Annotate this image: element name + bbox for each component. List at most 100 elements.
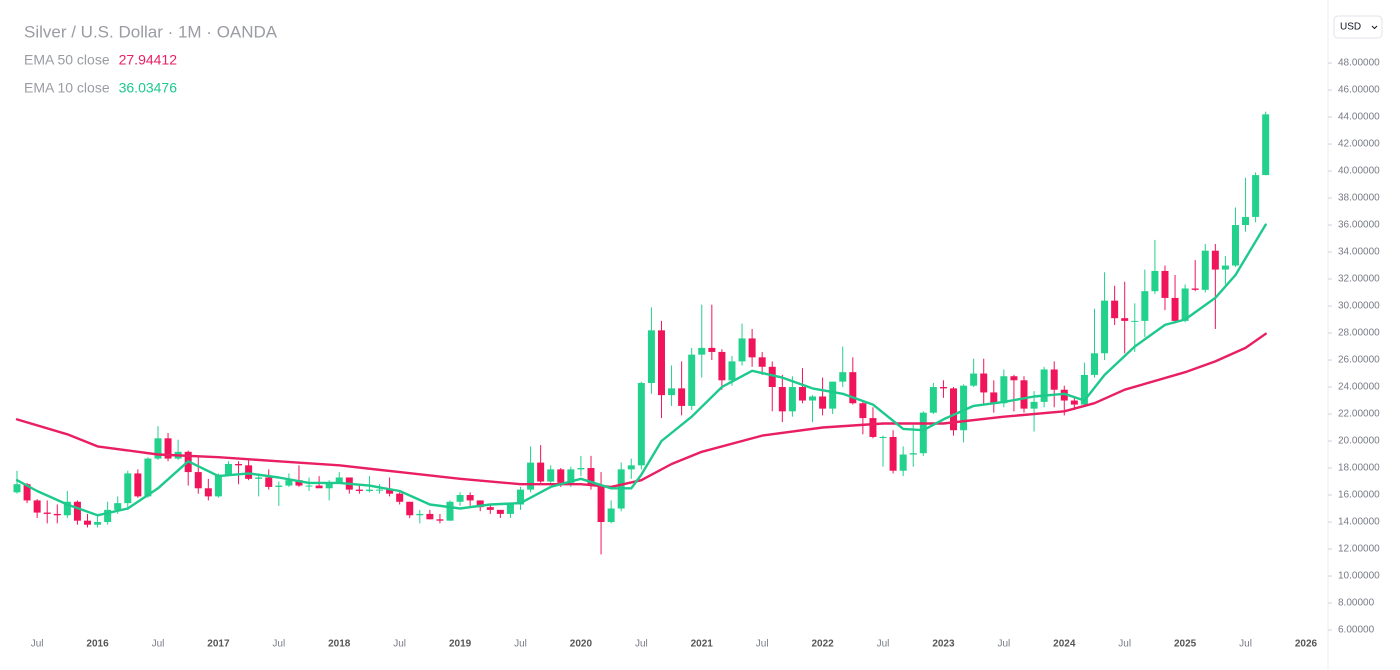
candle-body	[708, 347, 716, 352]
candle-body	[335, 477, 343, 483]
y-tick-label: 38.00000	[1338, 193, 1380, 204]
candle-body	[567, 469, 575, 483]
x-tick-label: Jul	[31, 639, 44, 650]
candle-body	[1090, 353, 1098, 375]
candle-body	[768, 366, 776, 388]
x-tick-label: 2020	[570, 639, 593, 650]
candle-body	[285, 480, 293, 486]
x-tick-label: Jul	[272, 639, 285, 650]
x-tick-label: Jul	[514, 639, 527, 650]
candle-body	[1060, 389, 1068, 401]
candle-body	[1191, 288, 1199, 290]
candle-body	[657, 330, 665, 396]
dropdown-chevron[interactable]	[1371, 25, 1378, 30]
x-tick-label: Jul	[997, 639, 1010, 650]
ema-line	[15, 223, 1267, 517]
candle-body	[386, 489, 394, 494]
y-tick-label: 6.00000	[1338, 625, 1375, 636]
candle-body	[466, 495, 474, 501]
candle-body	[315, 485, 323, 489]
candle-body	[224, 463, 232, 475]
candle-body	[1171, 297, 1179, 321]
candle-body	[53, 513, 61, 516]
x-tick-label: 2024	[1053, 639, 1076, 650]
candle-body	[879, 436, 887, 438]
candle-body	[929, 387, 937, 413]
candle-body	[295, 480, 303, 486]
candle-body	[1231, 225, 1239, 266]
candle-body	[406, 501, 414, 516]
candle-body	[547, 469, 555, 482]
x-tick-label: 2022	[811, 639, 834, 650]
candle-body	[1020, 380, 1028, 409]
candle-body	[13, 484, 21, 493]
ema-line	[15, 332, 1267, 489]
candle-body	[1181, 288, 1189, 321]
candle-body	[446, 501, 454, 521]
y-tick-label: 26.00000	[1338, 355, 1380, 366]
candle-body	[73, 501, 81, 521]
y-tick-label: 42.00000	[1338, 139, 1380, 150]
y-tick-label: 32.00000	[1338, 274, 1380, 285]
candle-body	[104, 509, 112, 523]
candle-body	[1252, 175, 1260, 217]
candle-body	[839, 372, 847, 382]
candle-body	[365, 489, 373, 491]
y-tick-label: 18.00000	[1338, 463, 1380, 474]
candle-body	[325, 482, 333, 489]
y-tick-label: 10.00000	[1338, 571, 1380, 582]
candle-body	[214, 474, 222, 497]
candle-body	[668, 388, 676, 396]
y-tick-label: 20.00000	[1338, 436, 1380, 447]
dropdown-box[interactable]	[1333, 15, 1383, 39]
y-tick-label: 34.00000	[1338, 247, 1380, 258]
candle-body	[577, 468, 585, 470]
candle-body	[919, 412, 927, 454]
candle-body	[778, 387, 786, 412]
x-tick-label: 2016	[86, 639, 109, 650]
legend-value: 36.03476	[119, 80, 178, 96]
candle-body	[637, 382, 645, 466]
candle-body	[1111, 300, 1119, 319]
x-tick-label: Jul	[1239, 639, 1252, 650]
candle-body	[788, 387, 796, 412]
x-tick-label: 2017	[207, 639, 230, 650]
candle-body	[506, 504, 514, 514]
candle-body	[436, 519, 444, 521]
candle-body	[678, 388, 686, 406]
x-tick-label: Jul	[756, 639, 769, 650]
y-tick-label: 40.00000	[1338, 166, 1380, 177]
candle-body	[275, 485, 283, 487]
candle-body	[496, 509, 504, 514]
candle-body	[1080, 374, 1088, 405]
x-tick-label: Jul	[393, 639, 406, 650]
candle-body	[235, 463, 243, 466]
dropdown-label[interactable]: USD	[1340, 22, 1361, 33]
candle-body	[738, 338, 746, 362]
candle-body	[1121, 318, 1129, 321]
x-tick-label: 2019	[449, 639, 472, 650]
candle-body	[517, 489, 524, 505]
legend-name: EMA 10 close	[24, 80, 110, 96]
candle-body	[114, 503, 122, 510]
candle-body	[416, 513, 424, 516]
candle-body	[164, 438, 172, 459]
candle-body	[990, 392, 998, 404]
candle-body	[980, 373, 988, 393]
currency-dropdown[interactable]: USD	[1333, 15, 1383, 39]
candle-body	[849, 372, 857, 404]
candle-body	[819, 396, 827, 409]
candle-body	[829, 381, 837, 409]
y-tick-label: 22.00000	[1338, 409, 1380, 420]
candle-body	[1201, 250, 1209, 290]
candle-body	[43, 512, 51, 514]
candle-body	[1141, 291, 1149, 321]
y-tick-label: 12.00000	[1338, 544, 1380, 555]
candle-body	[265, 477, 273, 487]
candle-body	[809, 396, 817, 401]
chart-title: Silver / U.S. Dollar · 1M · OANDA	[24, 22, 278, 41]
candle-body	[758, 357, 766, 367]
candle-body	[899, 454, 907, 471]
legend-value: 27.94412	[119, 52, 178, 68]
candle-body	[587, 468, 595, 486]
